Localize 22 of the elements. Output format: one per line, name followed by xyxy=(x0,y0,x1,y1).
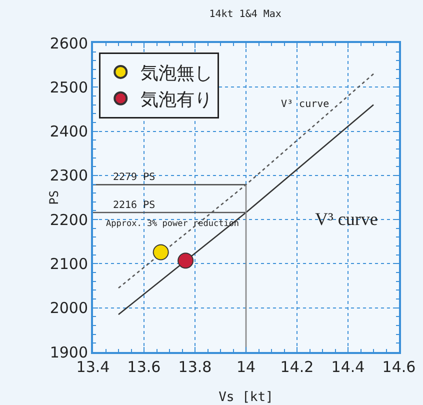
annotation: 2279 PS xyxy=(113,172,156,183)
x-tick-label: 13.6 xyxy=(127,358,161,376)
x-tick-label: 14 xyxy=(236,358,256,376)
y-tick-label: 2500 xyxy=(50,78,88,96)
y-tick-label: 2400 xyxy=(50,122,88,141)
legend-label: 気泡有り xyxy=(140,89,213,110)
y-axis-title: PS xyxy=(47,190,61,205)
x-tick-label: 13.8 xyxy=(178,358,212,376)
annotation: V³ curve xyxy=(281,99,330,110)
y-tick-label: 2600 xyxy=(50,34,88,52)
x-tick-label: 14.2 xyxy=(280,358,314,376)
x-axis-title: Vs [kt] xyxy=(218,390,274,405)
y-tick-label: 2300 xyxy=(50,166,88,185)
chart-title: 14kt 1&4 Max xyxy=(209,9,282,20)
x-tick-label: 14.4 xyxy=(331,358,365,376)
x-tick-label: 14.6 xyxy=(382,358,416,376)
legend-label: 気泡無し xyxy=(140,62,213,84)
y-tick-label: 2100 xyxy=(50,254,88,273)
annotation: 2216 PS xyxy=(113,200,156,211)
y-tick-label: 2200 xyxy=(50,210,88,229)
annotation: V³ curve xyxy=(315,209,378,229)
y-tick-label: 2000 xyxy=(50,299,88,318)
